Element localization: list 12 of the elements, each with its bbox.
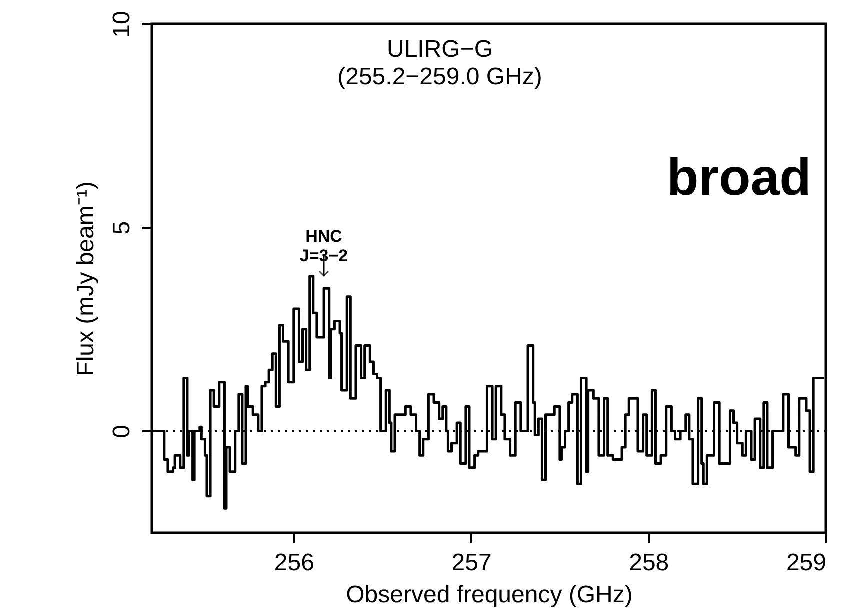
x-tick-label: 256: [274, 550, 314, 576]
y-axis-title: Flux (mJy beam⁻¹): [72, 182, 100, 376]
y-tick-label: 5: [108, 221, 136, 235]
x-axis-title: Observed frequency (GHz): [346, 582, 633, 608]
annotation: broad: [667, 149, 812, 207]
annotation: HNC J=3−2: [300, 227, 348, 266]
x-tick-label: 257: [452, 550, 492, 576]
annotation: ULIRG−G (255.2−259.0 GHz): [338, 36, 542, 91]
y-tick-label: 0: [108, 425, 136, 438]
y-tick-label: 10: [108, 11, 136, 38]
x-tick-label: 258: [629, 550, 670, 576]
x-tick-label: 259: [786, 550, 826, 576]
